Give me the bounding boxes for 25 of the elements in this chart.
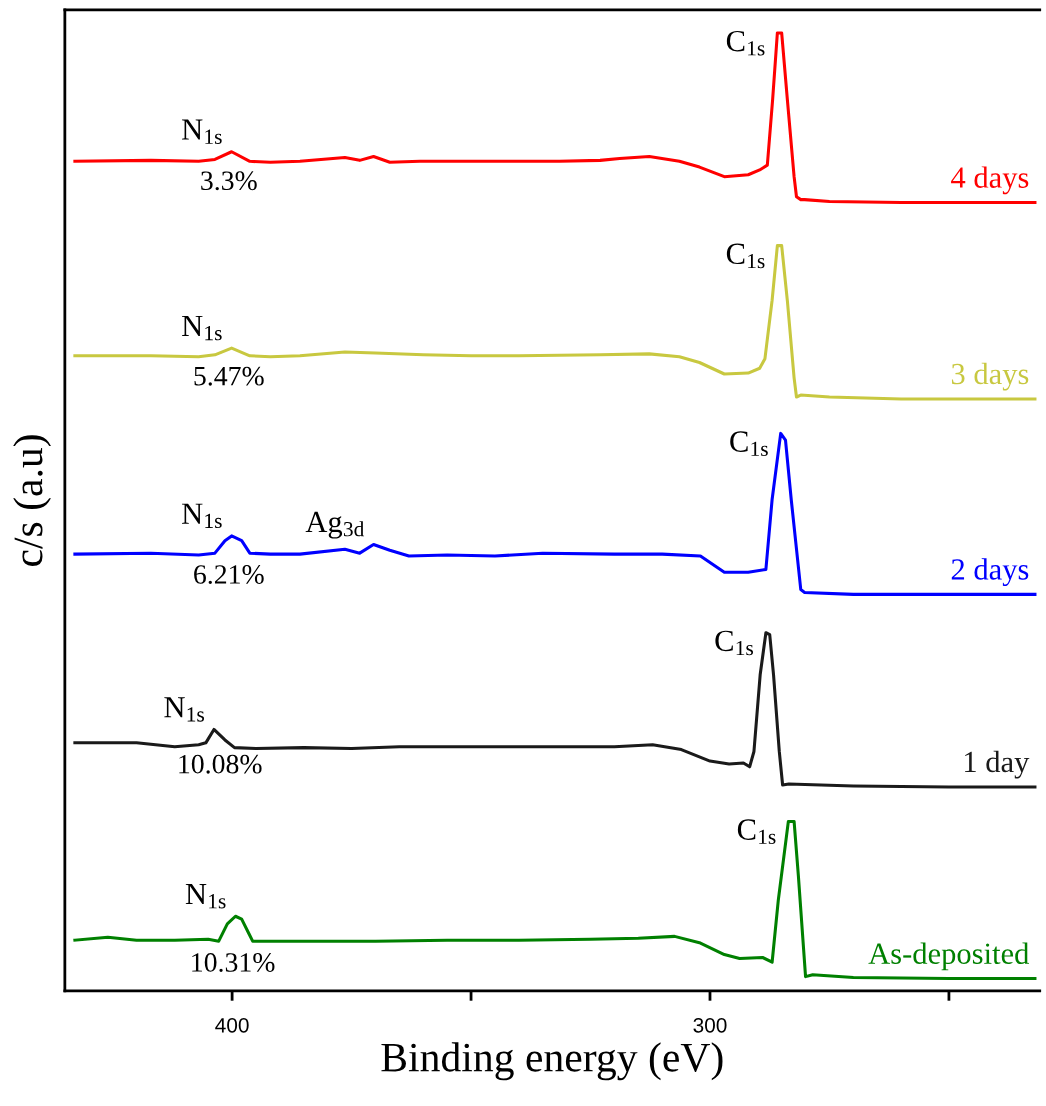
annotation: N$_{1s}$ xyxy=(182,503,222,529)
annotation: N$_{1s}$ xyxy=(185,884,226,909)
annotation: C$_{1s}$ xyxy=(737,819,776,845)
annotation: 6.21% xyxy=(194,565,264,584)
annotation: 10.31% xyxy=(192,953,275,972)
series-label: 1 day xyxy=(965,750,1030,779)
annotation: 3.3% xyxy=(201,171,257,191)
x-axis-title: Binding energy (eV) xyxy=(381,1042,723,1081)
annotation: C$_{1s}$ xyxy=(730,431,768,457)
annotation: N$_{1s}$ xyxy=(164,697,205,722)
annotation: C$_{1s}$ xyxy=(715,630,754,656)
annotation: C$_{1s}$ xyxy=(726,30,765,56)
annotation: 5.47% xyxy=(194,366,264,386)
series-label: 4 days xyxy=(951,166,1029,195)
series-label: As-deposited xyxy=(868,942,1030,971)
x-tick-label: 300 xyxy=(693,1017,727,1033)
series-label: 3 days xyxy=(951,362,1029,391)
x-tick-label: 400 xyxy=(215,1017,249,1033)
y-axis-title: c/s (a.u) xyxy=(13,435,51,566)
annotation: C$_{1s}$ xyxy=(726,243,765,269)
annotation: Ag$_{3d}$ xyxy=(305,511,365,539)
annotation: N$_{1s}$ xyxy=(182,315,222,341)
annotation: N$_{1s}$ xyxy=(182,119,222,144)
series-label: 2 days xyxy=(951,558,1029,587)
annotation: 10.08% xyxy=(179,754,262,774)
